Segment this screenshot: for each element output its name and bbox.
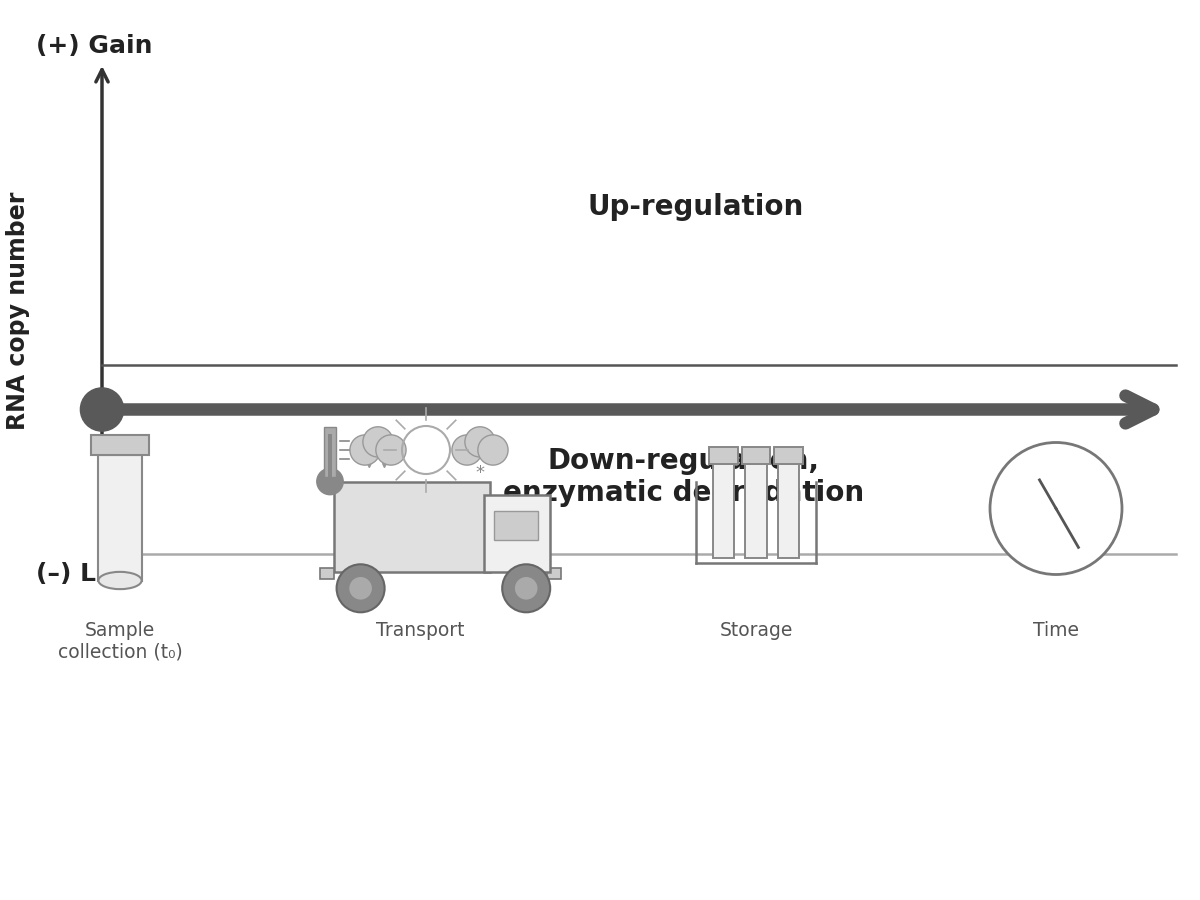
Bar <box>709 447 738 464</box>
Ellipse shape <box>80 388 124 431</box>
Ellipse shape <box>478 435 508 465</box>
Bar <box>485 495 550 572</box>
Ellipse shape <box>376 435 406 465</box>
Bar <box>713 464 734 558</box>
Ellipse shape <box>317 468 343 495</box>
Bar <box>324 428 336 477</box>
Text: Sample
collection (t₀): Sample collection (t₀) <box>58 621 182 662</box>
Bar <box>334 482 491 572</box>
Text: (+) Gain: (+) Gain <box>36 34 152 58</box>
Bar <box>546 568 560 579</box>
Bar <box>98 454 142 580</box>
Ellipse shape <box>336 564 384 612</box>
Ellipse shape <box>514 576 538 600</box>
Ellipse shape <box>362 427 394 457</box>
Text: Up-regulation: Up-regulation <box>588 193 804 221</box>
Ellipse shape <box>350 435 380 465</box>
Text: RNA copy number: RNA copy number <box>6 192 30 429</box>
Ellipse shape <box>464 427 496 457</box>
Text: Down-regulation,
enzymatic degradation: Down-regulation, enzymatic degradation <box>504 446 864 508</box>
Bar <box>319 568 334 579</box>
Text: Storage: Storage <box>719 621 793 640</box>
Text: Time: Time <box>1033 621 1079 640</box>
Bar <box>778 464 799 558</box>
Ellipse shape <box>98 572 142 590</box>
Ellipse shape <box>502 564 550 612</box>
Ellipse shape <box>452 435 482 465</box>
Bar <box>774 447 803 464</box>
Bar <box>745 464 767 558</box>
Text: (–) Loss: (–) Loss <box>36 562 143 587</box>
Bar <box>91 435 149 454</box>
Ellipse shape <box>348 576 372 600</box>
Bar <box>742 447 770 464</box>
Text: Transport: Transport <box>376 621 464 640</box>
Bar <box>494 511 539 540</box>
Bar <box>328 434 332 479</box>
Text: *: * <box>475 464 485 482</box>
Ellipse shape <box>990 443 1122 574</box>
